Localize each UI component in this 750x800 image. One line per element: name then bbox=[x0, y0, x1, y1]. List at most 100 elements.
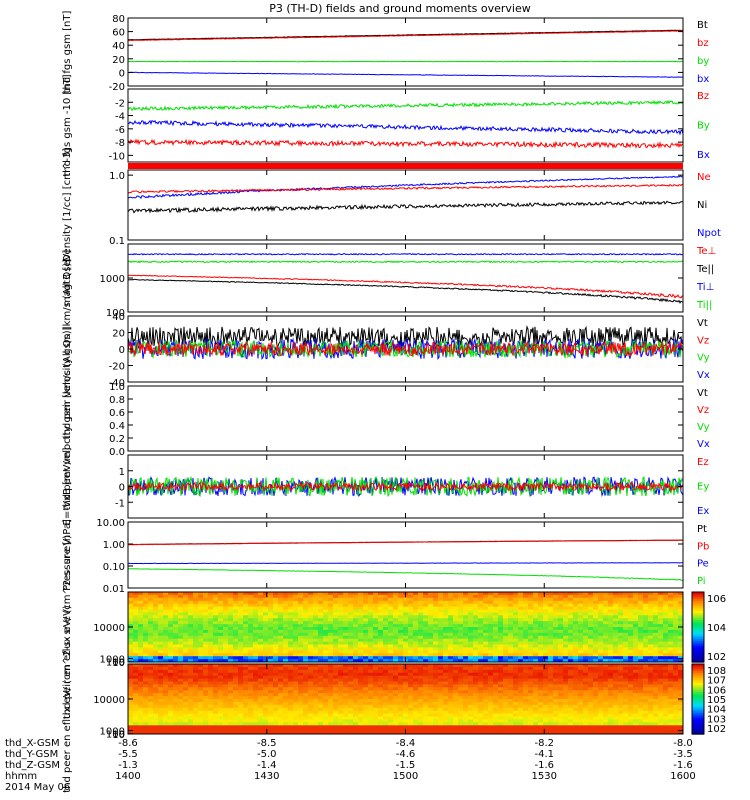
spectrogram-cell bbox=[163, 635, 169, 640]
spectrogram-cell bbox=[553, 644, 559, 648]
spectrogram-cell bbox=[363, 707, 369, 712]
spectrogram-cell bbox=[218, 606, 224, 611]
spectrogram-cell bbox=[253, 731, 259, 734]
spectrogram-cell bbox=[493, 696, 499, 700]
spectrogram-cell bbox=[413, 597, 419, 602]
spectrogram-cell bbox=[343, 621, 349, 625]
spectrogram-cell bbox=[468, 606, 474, 611]
spectrogram-cell bbox=[143, 615, 149, 619]
spectrogram-cell bbox=[623, 615, 629, 619]
spectrogram-cell bbox=[238, 731, 244, 734]
spectrogram-cell bbox=[623, 627, 629, 631]
spectrogram-cell bbox=[158, 629, 164, 634]
spectrogram-cell bbox=[188, 638, 194, 643]
spectrogram-cell bbox=[308, 621, 314, 625]
spectrogram-cell bbox=[443, 728, 449, 732]
spectrogram-cell bbox=[213, 681, 219, 685]
spectrogram-cell bbox=[203, 594, 209, 599]
spectrogram-cell bbox=[188, 597, 194, 602]
spectrogram-cell bbox=[168, 722, 174, 726]
spectrogram-cell bbox=[188, 635, 194, 640]
spectrogram-cell bbox=[518, 731, 524, 734]
spectrogram-cell bbox=[238, 615, 244, 619]
spectrogram-cell bbox=[363, 603, 369, 608]
spectrogram-cell bbox=[213, 653, 219, 657]
spectrogram-cell bbox=[268, 606, 274, 611]
spectrogram-cell bbox=[223, 632, 229, 637]
spectrogram-cell bbox=[638, 641, 644, 646]
spectrogram-cell bbox=[633, 618, 639, 622]
spectrogram-cell bbox=[253, 687, 259, 691]
spectrogram-cell bbox=[188, 681, 194, 685]
spectrogram-cell bbox=[228, 684, 234, 688]
spectrogram-cell bbox=[143, 618, 149, 622]
spectrogram-cell bbox=[173, 710, 179, 715]
spectrogram-cell bbox=[588, 659, 594, 662]
spectrogram-cell bbox=[253, 664, 259, 668]
spectrogram-cell bbox=[473, 638, 479, 643]
spectrogram-cell bbox=[288, 669, 294, 674]
spectrogram-cell bbox=[148, 675, 154, 680]
spectrogram-cell bbox=[323, 659, 329, 662]
spectrogram-cell bbox=[203, 653, 209, 657]
spectrogram-cell bbox=[278, 609, 284, 613]
spectrogram-cell bbox=[278, 704, 284, 709]
spectrogram-cell bbox=[293, 650, 299, 654]
spectrogram-cell bbox=[183, 612, 189, 616]
spectrogram-cell bbox=[368, 644, 374, 648]
spectrogram-cell bbox=[583, 632, 589, 637]
colorbar-segment bbox=[692, 646, 704, 649]
legend-entry: Te⊥ bbox=[696, 246, 716, 257]
spectrogram-cell bbox=[378, 635, 384, 640]
spectrogram-cell bbox=[568, 600, 574, 605]
spectrogram-cell bbox=[293, 600, 299, 605]
spectrogram-cell bbox=[443, 597, 449, 602]
spectrogram-cell bbox=[518, 696, 524, 700]
spectrogram-cell bbox=[148, 592, 154, 596]
spectrogram-cell bbox=[143, 603, 149, 608]
spectrogram-cell bbox=[618, 638, 624, 643]
spectrogram-cell bbox=[293, 632, 299, 637]
spectrogram-cell bbox=[393, 713, 399, 718]
spectrogram-cell bbox=[488, 669, 494, 674]
spectrogram-cell bbox=[418, 592, 424, 596]
spectrogram-cell bbox=[383, 594, 389, 599]
spectrogram-cell bbox=[573, 618, 579, 622]
spectrogram-cell bbox=[243, 722, 249, 726]
spectrogram-cell bbox=[138, 592, 144, 596]
spectrogram-cell bbox=[223, 656, 229, 660]
spectrogram-cell bbox=[468, 713, 474, 718]
spectrogram-cell bbox=[373, 666, 379, 671]
spectrogram-cell bbox=[228, 609, 234, 613]
spectrogram-cell bbox=[488, 627, 494, 631]
spectrogram-cell bbox=[363, 635, 369, 640]
spectrogram-cell bbox=[143, 678, 149, 683]
spectrogram-cell bbox=[398, 693, 404, 697]
spectrogram-cell bbox=[333, 716, 339, 720]
spectrogram-cell bbox=[443, 624, 449, 628]
spectrogram-cell bbox=[263, 719, 269, 723]
spectrogram-cell bbox=[273, 687, 279, 691]
spectrogram-cell bbox=[398, 707, 404, 712]
spectrogram-cell bbox=[633, 659, 639, 662]
spectrogram-cell bbox=[268, 707, 274, 712]
spectrogram-cell bbox=[578, 603, 584, 608]
colorbar-segment bbox=[692, 648, 704, 651]
spectrogram-cell bbox=[153, 600, 159, 605]
spectrogram-cell bbox=[263, 701, 269, 706]
spectrogram-cell bbox=[443, 710, 449, 715]
spectrogram-cell bbox=[243, 597, 249, 602]
spectrogram-cell bbox=[308, 699, 314, 703]
spectrogram-cell bbox=[413, 731, 419, 734]
spectrogram-cell bbox=[213, 659, 219, 662]
spectrogram-cell bbox=[558, 624, 564, 628]
spectrogram-cell bbox=[288, 632, 294, 637]
spectrogram-cell bbox=[378, 716, 384, 720]
spectrogram-cell bbox=[648, 635, 654, 640]
spectrogram-cell bbox=[668, 635, 674, 640]
spectrogram-cell bbox=[408, 675, 414, 680]
spectrogram-cell bbox=[543, 647, 549, 651]
spectrogram-cell bbox=[173, 684, 179, 688]
spectrogram-cell bbox=[603, 653, 609, 657]
